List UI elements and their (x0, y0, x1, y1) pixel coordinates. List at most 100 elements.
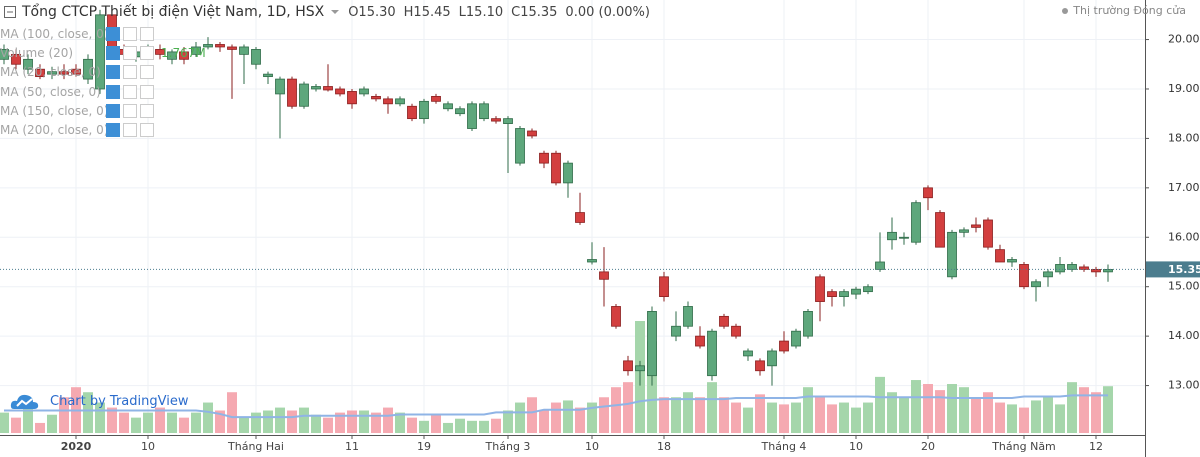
settings-icon[interactable] (123, 103, 137, 118)
x-tick-label: 11 (345, 440, 359, 453)
candle-body (1067, 264, 1077, 270)
visibility-icon[interactable] (106, 123, 120, 138)
candle-body (299, 83, 309, 107)
y-tick-label: 20.00 (1168, 33, 1200, 46)
volume-bar (863, 402, 873, 433)
candle-body (695, 335, 705, 347)
candle-body (371, 95, 381, 100)
volume-bar (35, 422, 45, 433)
collapse-icon[interactable] (4, 6, 16, 18)
settings-icon[interactable] (123, 123, 137, 138)
dropdown-icon[interactable] (330, 7, 340, 17)
last-price-label: 15.35 (1168, 263, 1200, 276)
volume-bar (215, 410, 225, 433)
volume-bar (839, 402, 849, 433)
ohlc-value: H15.45 (403, 5, 451, 20)
volume-bar (1067, 382, 1077, 433)
volume-bar (47, 414, 57, 433)
remove-icon[interactable] (140, 26, 154, 41)
visibility-icon[interactable] (106, 26, 120, 41)
candle-body (779, 340, 789, 352)
volume-bar (95, 402, 105, 433)
candle-body (1019, 264, 1029, 288)
volume-bar (995, 402, 1005, 433)
volume-bar (899, 397, 909, 433)
candle-body (995, 249, 1005, 263)
candle-body (215, 44, 225, 48)
volume-bar (707, 382, 717, 433)
volume-bar (395, 412, 405, 433)
candle-body (263, 73, 273, 78)
volume-bar (755, 394, 765, 433)
remove-icon[interactable] (140, 103, 154, 118)
ohlc-value: O15.30 (348, 5, 396, 20)
remove-icon[interactable] (140, 123, 154, 138)
visibility-icon[interactable] (106, 103, 120, 118)
volume-bar (131, 417, 141, 433)
candle-body (191, 46, 201, 55)
candle-body (359, 88, 369, 95)
volume-bar (0, 412, 9, 433)
volume-bar (1031, 400, 1041, 433)
x-tick-label: Tháng 3 (485, 440, 531, 453)
x-tick-label: Tháng Năm (991, 440, 1056, 453)
indicator-name: MA (200, close, 0) (0, 123, 106, 138)
settings-icon[interactable] (123, 26, 137, 41)
settings-icon[interactable] (123, 45, 137, 60)
volume-bar (179, 417, 189, 433)
candle-body (899, 236, 909, 239)
volume-bar (647, 341, 657, 433)
volume-bar (503, 410, 513, 433)
settings-icon[interactable] (123, 65, 137, 80)
candle-body (863, 286, 873, 293)
volume-ma-line (4, 394, 1108, 419)
remove-icon[interactable] (140, 45, 154, 60)
candle-body (539, 152, 549, 164)
volume-bar (527, 397, 537, 433)
candle-body (731, 325, 741, 337)
candle-body (503, 118, 513, 124)
candle-body (179, 51, 189, 60)
volume-bar (59, 397, 69, 433)
volume-bar (1055, 404, 1065, 433)
x-tick-label: 12 (1089, 440, 1103, 453)
candle-body (167, 51, 177, 60)
visibility-icon[interactable] (106, 65, 120, 80)
volume-bar (323, 417, 333, 433)
remove-icon[interactable] (140, 84, 154, 99)
indicator-row: MA (100, close, 0) (0, 24, 206, 43)
visibility-icon[interactable] (106, 45, 120, 60)
candle-body (155, 49, 165, 55)
volume-bar (827, 404, 837, 433)
y-tick-label: 16.00 (1168, 230, 1200, 243)
volume-bar (263, 410, 273, 433)
volume-bar (335, 412, 345, 433)
remove-icon[interactable] (140, 65, 154, 80)
volume-bar (515, 402, 525, 433)
candle-body (575, 212, 585, 223)
candle-body (707, 330, 717, 377)
visibility-icon[interactable] (106, 84, 120, 99)
header: Tổng CTCP Thiết bị điện Việt Nam, 1D, HS… (4, 2, 650, 22)
volume-bar (155, 407, 165, 433)
volume-bar (431, 414, 441, 433)
candle-body (911, 202, 921, 243)
y-tick-label: 19.00 (1168, 82, 1200, 95)
y-tick-label: 18.00 (1168, 131, 1200, 144)
x-tick-label: Tháng Hai (227, 440, 284, 453)
candle-body (83, 58, 93, 80)
candle-body (287, 78, 297, 107)
settings-icon[interactable] (123, 84, 137, 99)
volume-bar (1103, 386, 1113, 433)
candle-body (467, 103, 477, 129)
volume-bar (383, 407, 393, 433)
candle-body (0, 49, 9, 60)
volume-bar (743, 407, 753, 433)
volume-bar (143, 412, 153, 433)
candle-body (491, 118, 501, 122)
volume-bar (455, 418, 465, 433)
volume-bar (167, 412, 177, 433)
candle-body (419, 100, 429, 120)
volume-bar (539, 410, 549, 433)
